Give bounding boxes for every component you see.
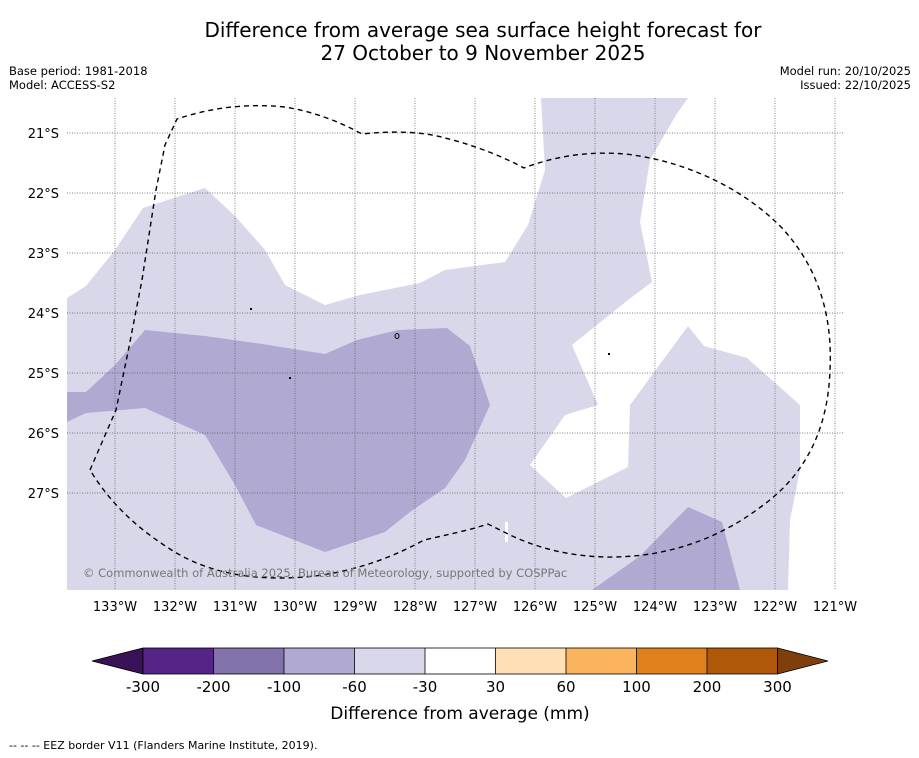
meta-right: Model run: 20/10/2025 Issued: 22/10/2025 bbox=[780, 64, 911, 92]
colorbar-tick-label: 60 bbox=[556, 678, 575, 696]
colorbar-tick-label: -200 bbox=[196, 678, 230, 696]
lon-label: 126°W bbox=[513, 600, 557, 615]
colorbar-segment bbox=[143, 648, 214, 674]
colorbar-tick-label: 30 bbox=[486, 678, 505, 696]
colorbar-tick-label: -100 bbox=[267, 678, 301, 696]
map-title: Difference from average sea surface heig… bbox=[0, 19, 919, 65]
lon-label: 123°W bbox=[693, 600, 737, 615]
lon-label: 130°W bbox=[273, 600, 317, 615]
colorbar-dividers bbox=[213, 648, 708, 674]
colorbar-tick-label: -300 bbox=[126, 678, 160, 696]
map-plot-area: © Commonwealth of Australia 2025, Bureau… bbox=[67, 98, 843, 590]
colorbar-extend-low bbox=[91, 647, 144, 675]
base-period: Base period: 1981-2018 bbox=[9, 64, 148, 78]
lon-label: 127°W bbox=[453, 600, 497, 615]
colorbar-segment bbox=[566, 648, 637, 674]
colorbar-segment bbox=[707, 648, 778, 674]
longitude-labels: 133°W 132°W 131°W 130°W 129°W 128°W 127°… bbox=[93, 600, 857, 615]
colorbar-tick-label: 100 bbox=[622, 678, 651, 696]
colorbar-tick-label: 200 bbox=[693, 678, 722, 696]
lat-label: 24°S bbox=[28, 307, 59, 322]
lat-label: 25°S bbox=[28, 367, 59, 382]
island-marker bbox=[608, 353, 610, 355]
title-line-2: 27 October to 9 November 2025 bbox=[320, 41, 646, 65]
island-marker bbox=[250, 308, 252, 310]
lon-label: 129°W bbox=[333, 600, 377, 615]
eez-footnote: -- -- -- EEZ border V11 (Flanders Marine… bbox=[9, 739, 318, 752]
lon-label: 132°W bbox=[153, 600, 197, 615]
lon-label: 122°W bbox=[753, 600, 797, 615]
model-run: Model run: 20/10/2025 bbox=[779, 64, 911, 78]
region-white-blemish bbox=[505, 522, 508, 542]
region-minus100-minus60-main bbox=[67, 328, 490, 552]
title-line-1: Difference from average sea surface heig… bbox=[204, 18, 762, 42]
island-marker bbox=[394, 333, 400, 339]
colorbar-segment bbox=[354, 648, 425, 674]
lat-label: 21°S bbox=[28, 127, 59, 142]
lon-label: 121°W bbox=[813, 600, 857, 615]
issued-date: Issued: 22/10/2025 bbox=[800, 78, 911, 92]
lon-label: 125°W bbox=[573, 600, 617, 615]
eez-border bbox=[89, 104, 832, 579]
meta-left: Base period: 1981-2018 Model: ACCESS-S2 bbox=[9, 64, 148, 92]
colorbar-segment bbox=[284, 648, 355, 674]
lat-label: 23°S bbox=[28, 247, 59, 262]
colorbar-tick-label: -60 bbox=[342, 678, 367, 696]
colorbar-segment bbox=[495, 648, 566, 674]
colorbar-tick-label: 300 bbox=[763, 678, 792, 696]
colorbar-segment bbox=[425, 648, 496, 674]
colorbar-tick-label: -30 bbox=[413, 678, 438, 696]
colorbar: -300 -200 -100 -60 -30 30 60 100 200 300… bbox=[91, 647, 829, 724]
region-minus100-minus60-southeast bbox=[592, 507, 740, 590]
lon-label: 128°W bbox=[393, 600, 437, 615]
lon-label: 133°W bbox=[93, 600, 137, 615]
graticule bbox=[67, 98, 843, 590]
copyright-notice: © Commonwealth of Australia 2025, Bureau… bbox=[83, 566, 567, 580]
lat-label: 27°S bbox=[28, 487, 59, 502]
colorbar-title: Difference from average (mm) bbox=[330, 704, 589, 724]
lon-label: 124°W bbox=[633, 600, 677, 615]
colorbar-segment bbox=[213, 648, 284, 674]
island-marker bbox=[289, 377, 291, 379]
colorbar-frame bbox=[142, 647, 778, 675]
lat-label: 26°S bbox=[28, 427, 59, 442]
lat-label: 22°S bbox=[28, 187, 59, 202]
colorbar-segment bbox=[636, 648, 707, 674]
colorbar-extend-high bbox=[777, 647, 829, 675]
model-name: Model: ACCESS-S2 bbox=[9, 78, 116, 92]
latitude-labels: 21°S 22°S 23°S 24°S 25°S 26°S 27°S bbox=[28, 127, 59, 502]
lon-label: 131°W bbox=[213, 600, 257, 615]
